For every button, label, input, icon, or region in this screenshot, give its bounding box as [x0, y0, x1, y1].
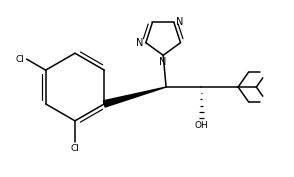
Polygon shape	[103, 87, 166, 107]
Text: N: N	[136, 38, 144, 48]
Text: OH: OH	[195, 121, 208, 130]
Text: N: N	[159, 57, 167, 67]
Text: N: N	[176, 17, 183, 27]
Text: Cl: Cl	[15, 55, 24, 64]
Text: Cl: Cl	[71, 144, 79, 153]
